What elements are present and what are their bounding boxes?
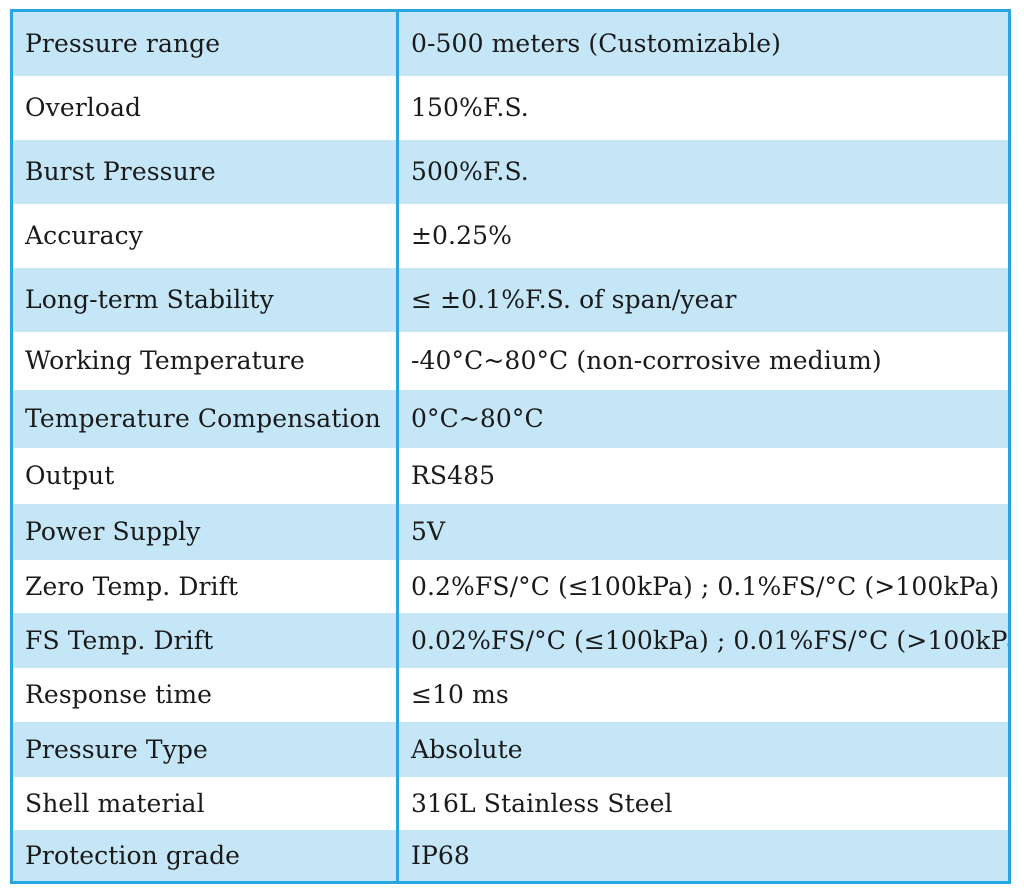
spec-row-burst-pressure: Burst Pressure 500%F.S.	[11, 139, 1010, 204]
spec-row-power-supply: Power Supply 5V	[11, 503, 1010, 560]
spec-row-pressure-type: Pressure Type Absolute	[11, 721, 1010, 777]
spec-label: Shell material	[11, 776, 399, 830]
spec-label: Output	[11, 447, 399, 504]
spec-value: 0.02%FS/°C (≤100kPa) ; 0.01%FS/°C (>100k…	[397, 612, 1010, 668]
spec-row-long-term-stability: Long-term Stability ≤ ±0.1%F.S. of span/…	[11, 267, 1010, 332]
spec-row-temperature-compensation: Temperature Compensation 0°C~80°C	[11, 389, 1010, 448]
spec-row-shell-material: Shell material 316L Stainless Steel	[11, 776, 1010, 830]
spec-value: ±0.25%	[397, 203, 1010, 268]
spec-label: Long-term Stability	[11, 267, 399, 332]
spec-label: Burst Pressure	[11, 139, 399, 204]
spec-value: -40°C~80°C (non-corrosive medium)	[397, 331, 1010, 390]
spec-value: 150%F.S.	[397, 75, 1010, 140]
spec-value: 316L Stainless Steel	[397, 776, 1010, 830]
spec-value: ≤ ±0.1%F.S. of span/year	[397, 267, 1010, 332]
spec-row-pressure-range: Pressure range 0-500 meters (Customizabl…	[11, 10, 1010, 76]
spec-value: 0.2%FS/°C (≤100kPa) ; 0.1%FS/°C (>100kPa…	[397, 559, 1010, 613]
spec-label: Pressure Type	[11, 721, 399, 777]
spec-row-output: Output RS485	[11, 447, 1010, 504]
spec-row-fs-temp-drift: FS Temp. Drift 0.02%FS/°C (≤100kPa) ; 0.…	[11, 612, 1010, 668]
spec-label: Working Temperature	[11, 331, 399, 390]
spec-value: Absolute	[397, 721, 1010, 777]
spec-row-protection-grade: Protection grade IP68	[11, 829, 1010, 883]
spec-value: ≤10 ms	[397, 667, 1010, 722]
spec-value: 0-500 meters (Customizable)	[397, 10, 1010, 76]
spec-value: 500%F.S.	[397, 139, 1010, 204]
spec-label: FS Temp. Drift	[11, 612, 399, 668]
spec-value: IP68	[397, 829, 1010, 883]
spec-value: RS485	[397, 447, 1010, 504]
spec-label: Protection grade	[11, 829, 399, 883]
spec-label: Pressure range	[11, 10, 399, 76]
spec-label: Response time	[11, 667, 399, 722]
spec-row-accuracy: Accuracy ±0.25%	[11, 203, 1010, 268]
spec-label: Accuracy	[11, 203, 399, 268]
specification-table: Pressure range 0-500 meters (Customizabl…	[10, 9, 1011, 884]
spec-value: 5V	[397, 503, 1010, 560]
spec-label: Power Supply	[11, 503, 399, 560]
spec-row-overload: Overload 150%F.S.	[11, 75, 1010, 140]
spec-value: 0°C~80°C	[397, 389, 1010, 448]
spec-label: Overload	[11, 75, 399, 140]
spec-row-zero-temp-drift: Zero Temp. Drift 0.2%FS/°C (≤100kPa) ; 0…	[11, 559, 1010, 613]
spec-label: Temperature Compensation	[11, 389, 399, 448]
spec-row-response-time: Response time ≤10 ms	[11, 667, 1010, 722]
spec-row-working-temperature: Working Temperature -40°C~80°C (non-corr…	[11, 331, 1010, 390]
spec-label: Zero Temp. Drift	[11, 559, 399, 613]
